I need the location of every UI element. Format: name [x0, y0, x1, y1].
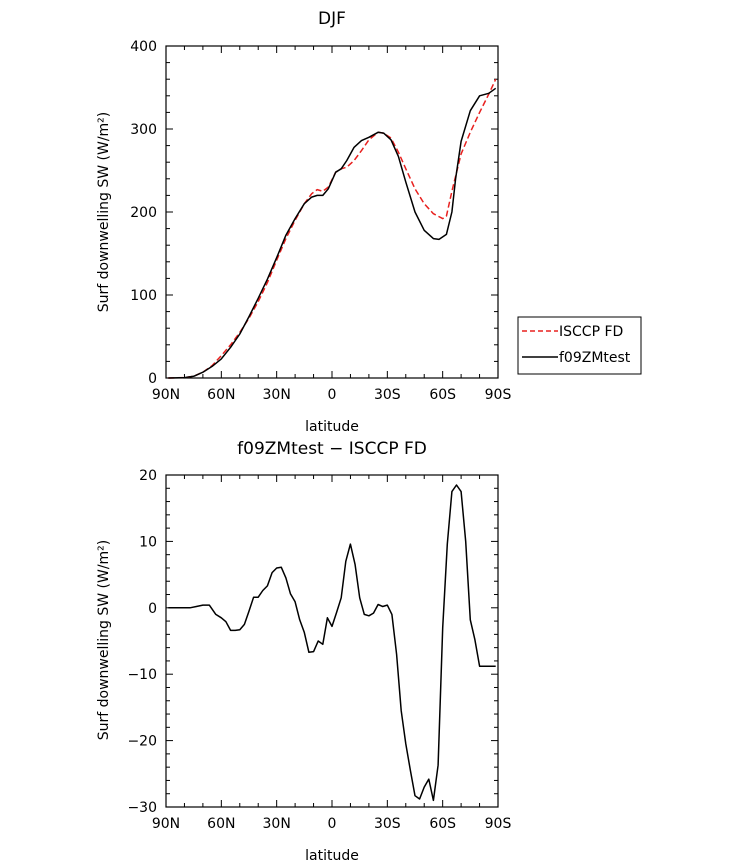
- top-xtick-label: 0: [328, 387, 337, 403]
- top-xtick-label: 90N: [152, 387, 180, 403]
- bottom-xtick-label: 0: [328, 816, 337, 832]
- top-series-line-f09zmtest: [168, 87, 497, 379]
- bottom-ytick-label: −10: [127, 667, 157, 683]
- panel-top-plot-area: 90N 60N 30N 0 30S 60S 90S 0 100 200 300 400: [130, 39, 511, 403]
- bottom-series-line-difference: [168, 484, 496, 802]
- panel-bottom-title: f09ZMtest − ISCCP FD: [237, 439, 427, 459]
- legend: ISCCP FD f09ZMtest: [517, 316, 642, 375]
- bottom-xtick-label: 60S: [429, 816, 456, 832]
- bottom-xtick-label: 30S: [374, 816, 401, 832]
- bottom-xtick-label: 90N: [152, 816, 180, 832]
- top-ytick-label: 400: [130, 39, 157, 55]
- top-xtick-label: 30N: [263, 387, 291, 403]
- panel-top-title: DJF: [318, 9, 346, 29]
- top-xtick-label: 60S: [429, 387, 456, 403]
- top-series-line-isccp-fd: [168, 78, 497, 379]
- panel-top-xlabel: latitude: [305, 419, 359, 435]
- panel-bottom-xlabel: latitude: [305, 848, 359, 864]
- bottom-ytick-label: −30: [127, 800, 157, 816]
- bottom-ytick-label: −20: [127, 734, 157, 750]
- panel-top: DJF 90N 60N 30N 0 30S 60S 90S 0 100 200 300 400 lat…: [96, 9, 642, 435]
- top-ytick-label: 300: [130, 122, 157, 138]
- top-xtick-label: 60N: [207, 387, 235, 403]
- bottom-ytick-label: 20: [139, 468, 157, 484]
- top-xtick-label: 30S: [374, 387, 401, 403]
- bottom-xtick-label: 90S: [485, 816, 512, 832]
- panel-bottom: f09ZMtest − ISCCP FD 90N 60N 30N 0 30S 60S 90S…: [96, 439, 511, 864]
- bottom-ytick-label: 0: [148, 601, 157, 617]
- top-ytick-label: 100: [130, 288, 157, 304]
- top-ytick-label: 200: [130, 205, 157, 221]
- legend-box: [517, 316, 642, 375]
- top-frame: [165, 45, 499, 379]
- legend-label-f09: f09ZMtest: [559, 350, 631, 366]
- bottom-ytick-label: 10: [139, 534, 157, 550]
- panel-top-ylabel: Surf downwelling SW (W/m²): [96, 112, 112, 313]
- panel-bottom-ylabel: Surf downwelling SW (W/m²): [96, 540, 112, 741]
- bottom-frame: [165, 474, 499, 808]
- bottom-xtick-label: 30N: [263, 816, 291, 832]
- bottom-xtick-label: 60N: [207, 816, 235, 832]
- panel-bottom-plot-area: 90N 60N 30N 0 30S 60S 90S 20 10 0 −10 −20 −30: [127, 468, 511, 832]
- legend-label-isccp: ISCCP FD: [559, 324, 623, 340]
- top-ytick-label: 0: [148, 371, 157, 387]
- top-xtick-label: 90S: [485, 387, 512, 403]
